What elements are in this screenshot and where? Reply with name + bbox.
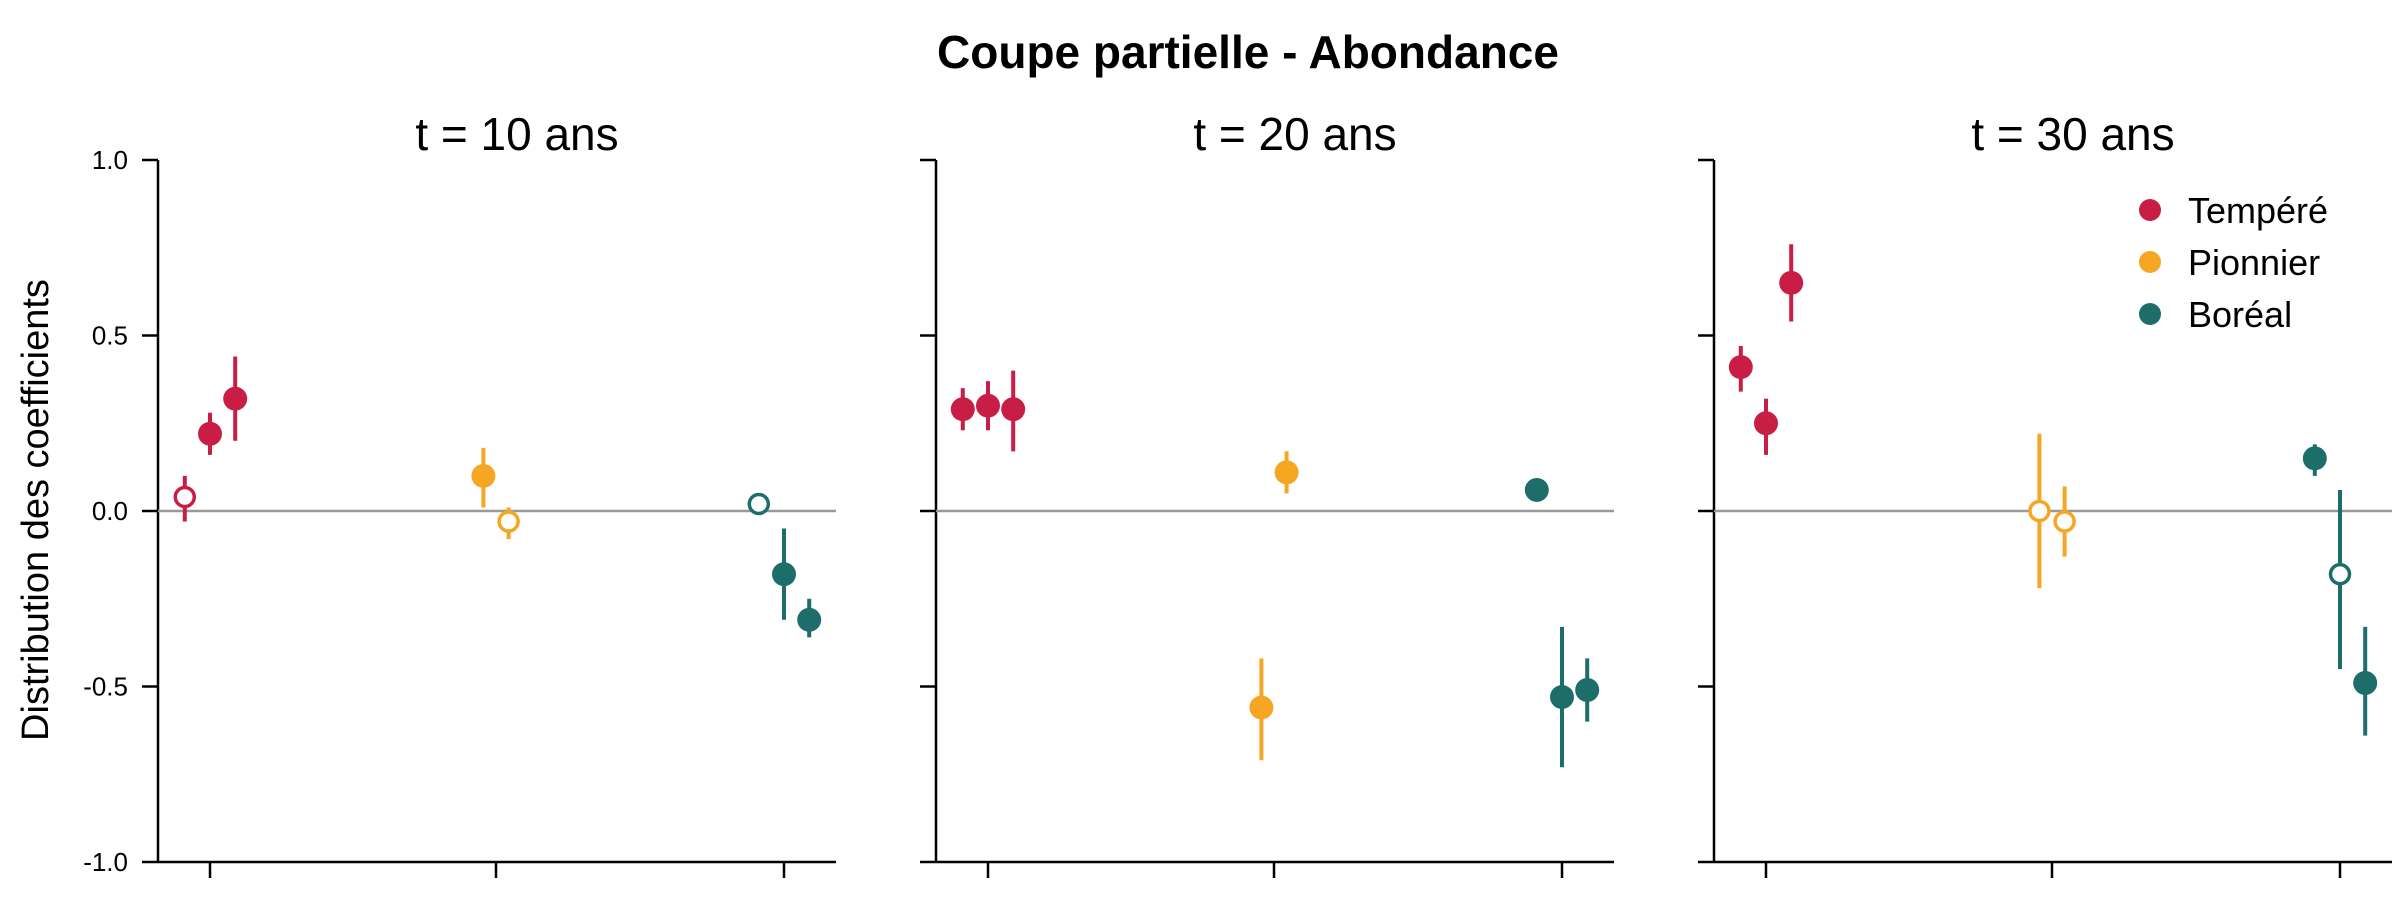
legend-label: Tempéré [2188, 190, 2328, 231]
panel-title: t = 20 ans [1193, 108, 1396, 160]
y-tick-label: 0.0 [92, 496, 128, 526]
data-point [1001, 397, 1026, 422]
legend-marker [2139, 251, 2161, 273]
data-point-open [2028, 499, 2051, 523]
data-point [772, 562, 796, 587]
data-point [1575, 678, 1600, 703]
legend: Tempéré Pionnier Boréal [2139, 190, 2328, 335]
panel-3: t = 30 ans [1698, 108, 2392, 878]
data-point [1754, 411, 1778, 436]
y-tick-label: 0.5 [92, 321, 128, 351]
data-point [1524, 477, 1549, 502]
data-point-open [2053, 510, 2076, 533]
chart-title: Coupe partielle - Abondance [937, 26, 1559, 78]
data-point [223, 386, 248, 411]
panel-2: t = 20 ans [920, 108, 1614, 878]
legend-label: Boréal [2188, 294, 2292, 335]
panel-title: t = 30 ans [1971, 108, 2174, 160]
panel-title: t = 10 ans [415, 108, 618, 160]
data-point [2353, 670, 2378, 695]
data-point-open [173, 485, 197, 509]
panels: t = 10 ans 1.0 0.5 0.0 -0.5 -1.0 t = 20 ans t =… [83, 108, 2392, 878]
data-point [976, 393, 1000, 418]
y-tick-label: -1.0 [83, 847, 128, 877]
data-point [1728, 355, 1753, 380]
data-point-open [497, 510, 520, 533]
data-point [2302, 446, 2327, 471]
data-point [1249, 695, 1274, 720]
data-point [950, 397, 975, 422]
data-point [797, 607, 822, 632]
y-tick-label: -0.5 [83, 672, 128, 702]
legend-marker [2139, 199, 2161, 221]
data-point [471, 463, 496, 488]
legend-label: Pionnier [2188, 242, 2320, 283]
y-tick-label: 1.0 [92, 145, 128, 175]
data-point [198, 421, 222, 446]
data-point [1779, 270, 1804, 295]
data-point [1550, 685, 1574, 710]
data-point [1274, 460, 1299, 485]
panel-1: t = 10 ans 1.0 0.5 0.0 -0.5 -1.0 [83, 108, 836, 878]
y-axis-label: Distribution des coefficients [15, 279, 57, 741]
legend-marker [2139, 303, 2161, 325]
data-point-open [747, 492, 771, 516]
data-point-open [2328, 562, 2352, 586]
